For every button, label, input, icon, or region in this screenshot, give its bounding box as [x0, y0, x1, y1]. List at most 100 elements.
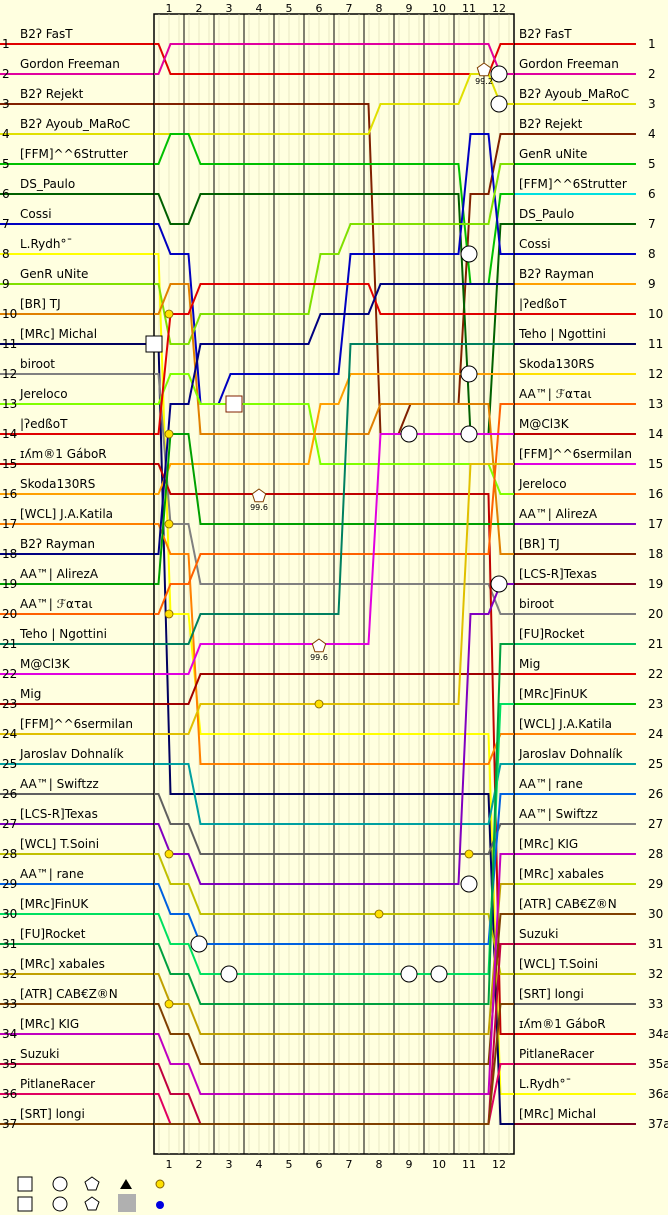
finish-position-label: 9: [648, 277, 656, 291]
pit-circle-marker: [430, 965, 448, 983]
start-position-label: 16: [2, 487, 17, 501]
driver-labels: 1 B2ʔ FasT 2 Gordon Freeman 3 B2ʔ Rejekt 4 B2ʔ …: [2, 2, 668, 1171]
series-line: [154, 793, 514, 855]
lap-number-top: 5: [286, 2, 293, 15]
finish-position-label: 5: [648, 157, 656, 171]
lap-number-top: 11: [462, 2, 476, 15]
finish-driver-name: [WCL] T.Soini: [519, 957, 598, 971]
finish-position-label: 8: [648, 247, 656, 261]
yellow-dot-marker: [374, 909, 384, 919]
finish-driver-name: Suzuki: [519, 927, 558, 941]
series-line: [154, 283, 514, 555]
start-position-label: 7: [2, 217, 10, 231]
lap-number-bottom: 10: [432, 1158, 446, 1171]
lap-number-bottom: 2: [196, 1158, 203, 1171]
start-driver-name: L.Rydh°¯: [20, 237, 73, 251]
finish-driver-name: [FFM]^^6sermilan: [519, 447, 632, 461]
series-line: [154, 43, 514, 75]
annotation-label: 99.6: [250, 503, 268, 512]
finish-driver-name: |ʔedßoT: [519, 297, 567, 311]
series-line: [154, 283, 514, 555]
start-position-label: 12: [2, 367, 17, 381]
lap-number-top: 2: [196, 2, 203, 15]
start-driver-name: B2ʔ Ayoub_MaRoC: [20, 117, 130, 131]
series-line: [154, 373, 514, 495]
lap-number-bottom: 12: [492, 1158, 506, 1171]
start-driver-name: [ATR] CAB€Z®N: [20, 987, 118, 1001]
lap-number-bottom: 1: [166, 1158, 173, 1171]
event-markers: 99.6 99.6 99.2: [145, 62, 508, 1009]
start-position-label: 23: [2, 697, 17, 711]
lap-number-top: 7: [346, 2, 353, 15]
series-line: [154, 673, 514, 705]
start-driver-name: AA™| AlirezA: [20, 567, 99, 581]
finish-position-label: 1: [648, 37, 656, 51]
pit-circle-marker: [460, 365, 478, 383]
series-line: [154, 643, 514, 1005]
start-driver-name: [MRc] Michal: [20, 327, 97, 341]
finish-driver-name: [MRc] KIG: [519, 837, 578, 851]
finish-driver-name: Jaroslav Dohnalík: [518, 747, 623, 761]
finish-position-label: 14: [648, 427, 663, 441]
start-position-label: 13: [2, 397, 17, 411]
lap-number-bottom: 8: [376, 1158, 383, 1171]
pit-circle-marker: [400, 965, 418, 983]
lap-number-bottom: 6: [316, 1158, 323, 1171]
finish-driver-name: Gordon Freeman: [519, 57, 619, 71]
finish-position-label: 24: [648, 727, 663, 741]
finish-position-label: 17: [648, 517, 663, 531]
yellow-dot-marker: [164, 849, 174, 859]
start-position-label: 18: [2, 547, 17, 561]
start-driver-name: B2ʔ FasT: [20, 27, 73, 41]
series-line: [154, 793, 514, 945]
start-position-label: 31: [2, 937, 17, 951]
start-position-label: 9: [2, 277, 10, 291]
start-driver-name: GenR uNite: [20, 267, 88, 281]
finish-driver-name: [MRc] Michal: [519, 1107, 596, 1121]
lap-number-bottom: 11: [462, 1158, 476, 1171]
start-position-label: 3: [2, 97, 10, 111]
finish-position-label: 32: [648, 967, 663, 981]
lap-number-bottom: 4: [256, 1158, 263, 1171]
finish-position-label: 3: [648, 97, 656, 111]
finish-position-label: 2: [648, 67, 656, 81]
start-driver-name: [MRc] KIG: [20, 1017, 79, 1031]
start-position-label: 5: [2, 157, 10, 171]
start-position-label: 10: [2, 307, 17, 321]
start-driver-name: [SRT] longi: [20, 1107, 85, 1121]
yellow-dot-marker: [164, 609, 174, 619]
start-driver-name: AA™| rane: [20, 867, 84, 881]
start-driver-name: [WCL] J.A.Katila: [20, 507, 113, 521]
finish-driver-name: [FFM]^^6Strutter: [519, 177, 627, 191]
series-line: [154, 523, 514, 765]
start-driver-name: [BR] TJ: [20, 297, 61, 311]
start-driver-name: [FFM]^^6Strutter: [20, 147, 128, 161]
finish-driver-name: [FU]Rocket: [519, 627, 585, 641]
series-line: [154, 853, 514, 1095]
finish-driver-name: ɪʎm®1 GáboR: [519, 1017, 606, 1031]
series-line: [154, 883, 514, 1035]
lap-number-bottom: 3: [226, 1158, 233, 1171]
start-position-label: 24: [2, 727, 17, 741]
start-driver-name: DS_Paulo: [20, 177, 75, 191]
start-position-label: 30: [2, 907, 17, 921]
finish-driver-name: [MRc]FinUK: [519, 687, 588, 701]
start-position-label: 19: [2, 577, 17, 591]
start-position-label: 22: [2, 667, 17, 681]
finish-driver-name: Skoda130RS: [519, 357, 594, 371]
start-driver-name: M@Cl3K: [20, 657, 71, 671]
start-position-label: 11: [2, 337, 17, 351]
start-position-label: 14: [2, 427, 17, 441]
start-driver-name: [MRc] xabales: [20, 957, 105, 971]
legend-square: [17, 1176, 33, 1192]
legend-circle: [52, 1176, 68, 1192]
start-driver-name: B2ʔ Rejekt: [20, 87, 84, 101]
pit-circle-marker: [490, 575, 508, 593]
finish-driver-name: [WCL] J.A.Katila: [519, 717, 612, 731]
finish-position-label: 6: [648, 187, 656, 201]
start-position-label: 27: [2, 817, 17, 831]
finish-position-label: 29: [648, 877, 663, 891]
start-position-label: 34: [2, 1027, 17, 1041]
position-rows: [0, 43, 636, 1125]
